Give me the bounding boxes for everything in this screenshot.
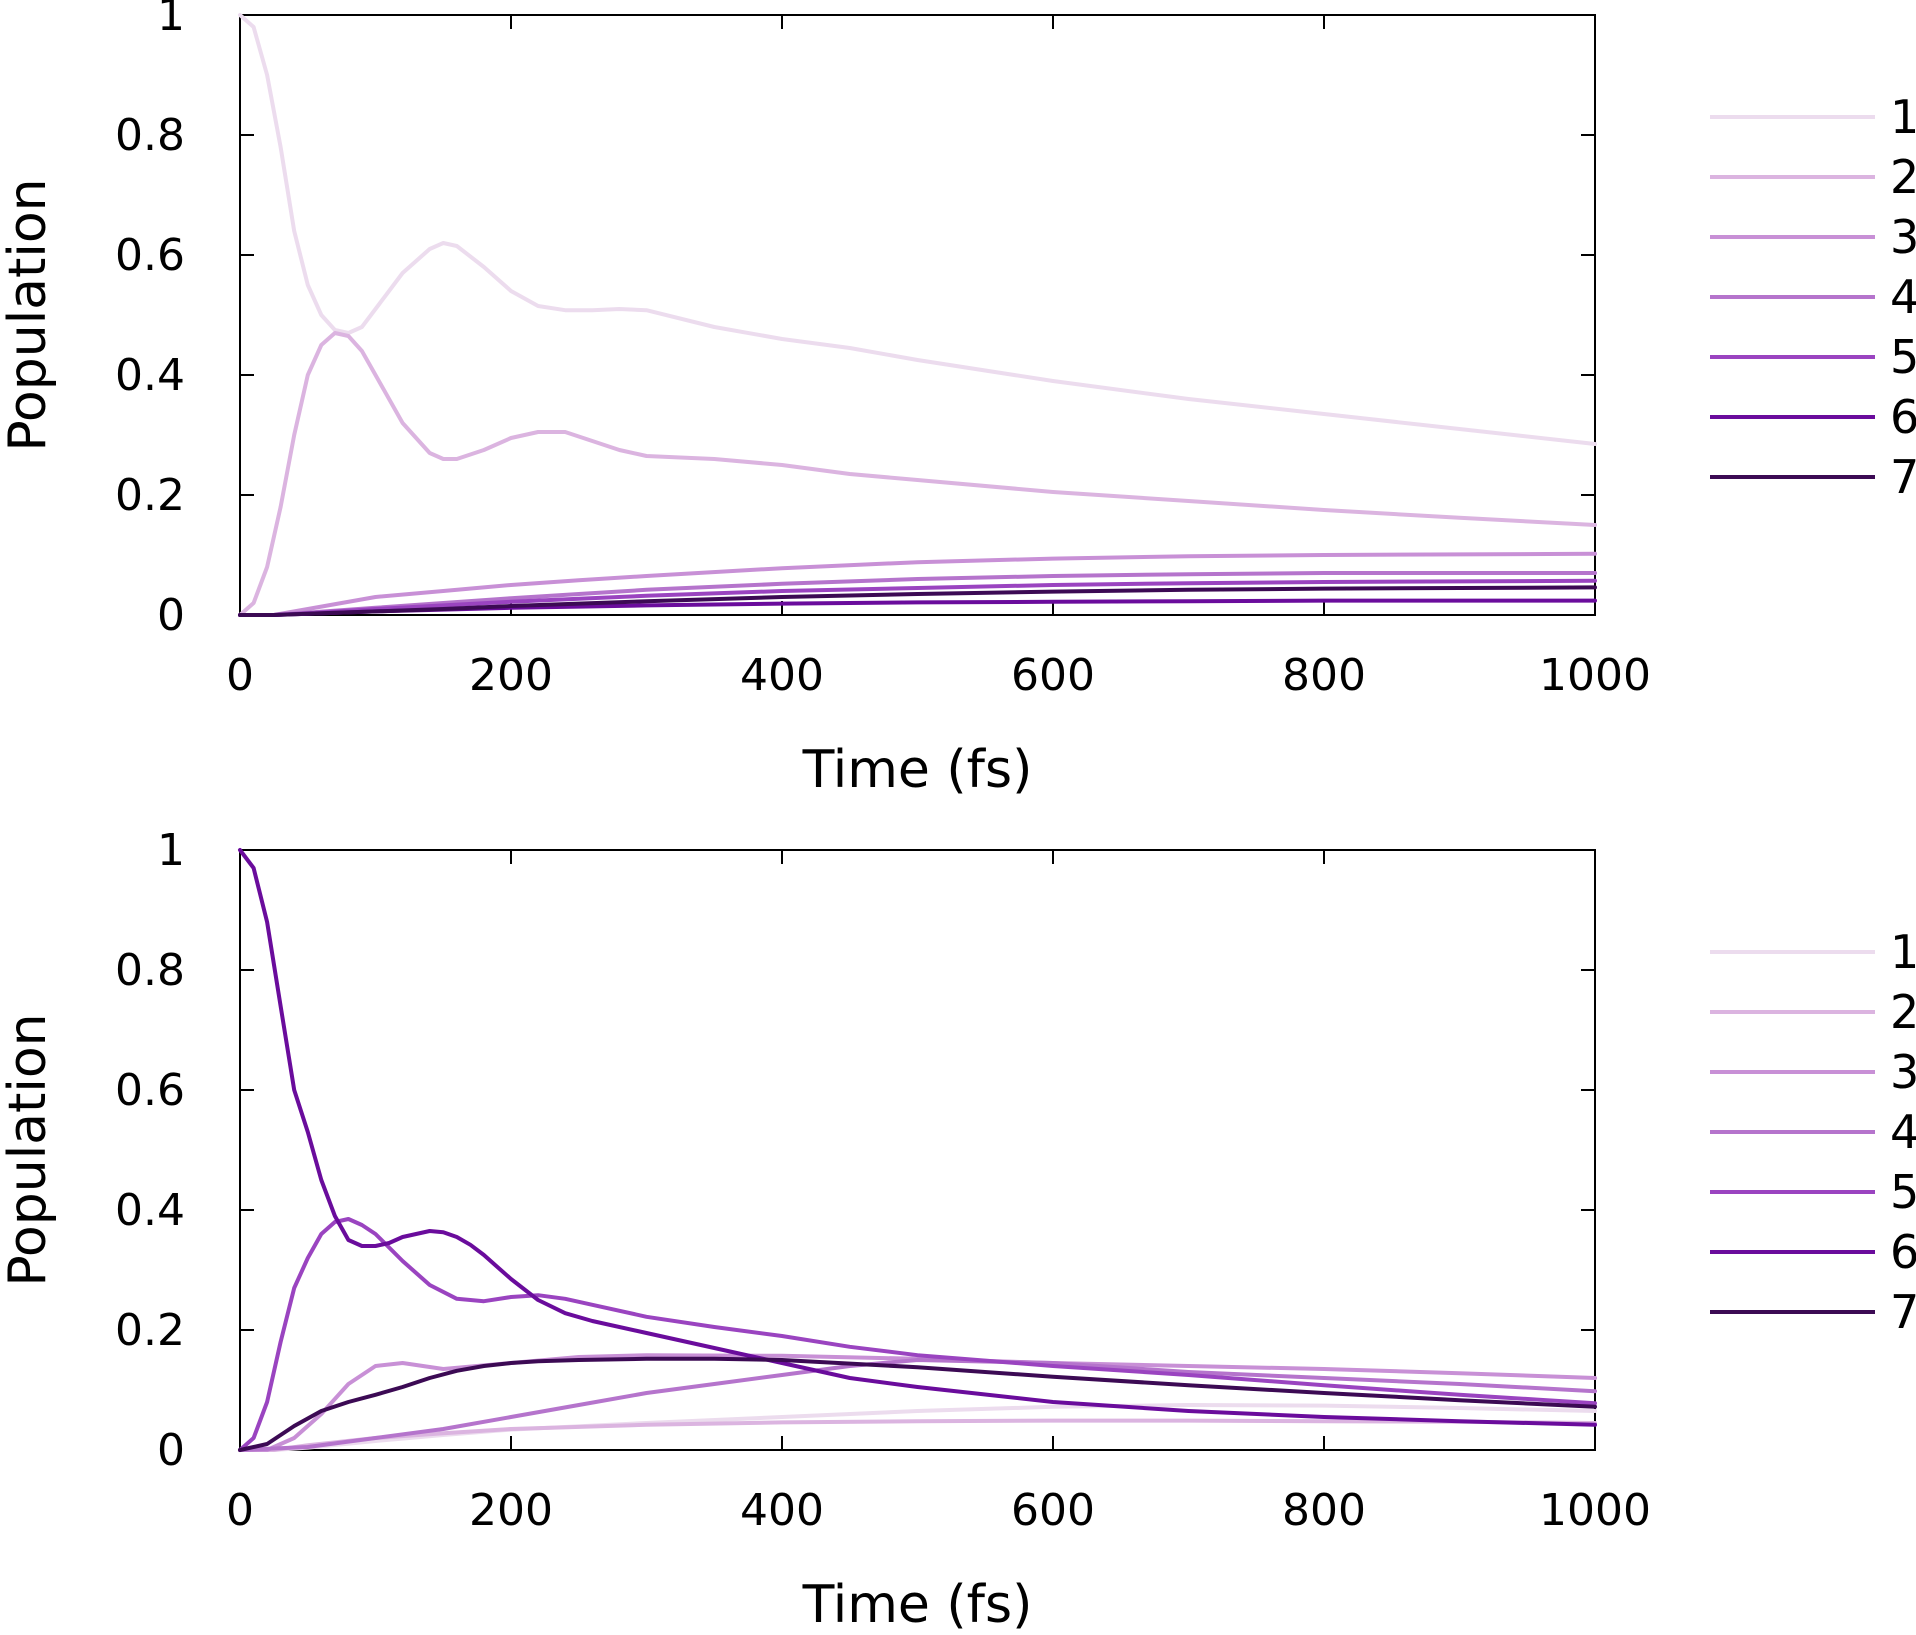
x-tick-label: 800 <box>1282 1485 1366 1536</box>
y-tick-label: 0.2 <box>115 470 185 521</box>
y-axis-label: Population <box>0 178 58 451</box>
chart-panel-2: 0 200 400 600 800 1000 0 0.2 0.4 0.6 0.8 1 Time (fs)… <box>0 825 1916 1635</box>
legend-label-6: 6 <box>1890 390 1916 444</box>
x-axis-label: Time (fs) <box>802 740 1033 800</box>
x-tick-label: 0 <box>226 1485 254 1536</box>
legend-label-2: 2 <box>1890 985 1916 1039</box>
x-tick-label: 1000 <box>1539 650 1651 701</box>
legend-label-3: 3 <box>1890 210 1916 264</box>
chart-panel-1: 0 200 400 600 800 1000 0 0.2 0.4 0.6 0.8 1 Time (fs)… <box>0 0 1916 800</box>
x-tick-label: 400 <box>740 650 824 701</box>
legend-label-3: 3 <box>1890 1045 1916 1099</box>
y-tick-label: 0 <box>157 1425 185 1476</box>
legend: 1 2 3 4 5 6 7 <box>1710 90 1916 504</box>
plot-frame <box>239 849 1596 1451</box>
legend-label-4: 4 <box>1890 1105 1916 1159</box>
series-line-3 <box>238 551 1597 617</box>
x-tick-label: 1000 <box>1539 1485 1651 1536</box>
series-line-1 <box>238 13 1597 446</box>
series-line-4 <box>238 1358 1597 1452</box>
y-axis-label: Population <box>0 1013 58 1286</box>
y-tick-label: 0.2 <box>115 1305 185 1356</box>
x-tick-label: 800 <box>1282 650 1366 701</box>
legend-label-5: 5 <box>1890 330 1916 384</box>
legend-label-7: 7 <box>1890 450 1916 504</box>
y-tick-label: 1 <box>157 825 185 876</box>
x-tick-label: 0 <box>226 650 254 701</box>
y-tick-label: 0 <box>157 590 185 641</box>
x-tick-label: 200 <box>469 650 553 701</box>
y-tick-label: 0.6 <box>115 1065 185 1116</box>
y-tick-label: 0.8 <box>115 110 185 161</box>
x-tick-label: 200 <box>469 1485 553 1536</box>
legend-label-2: 2 <box>1890 150 1916 204</box>
legend-label-7: 7 <box>1890 1285 1916 1339</box>
y-tick-label: 0.8 <box>115 945 185 996</box>
legend-label-1: 1 <box>1890 925 1916 979</box>
plot-frame <box>239 14 1596 616</box>
series-line-6 <box>238 848 1597 1427</box>
legend-label-5: 5 <box>1890 1165 1916 1219</box>
x-tick-label: 400 <box>740 1485 824 1536</box>
series-line-7 <box>238 1356 1597 1452</box>
y-tick-label: 1 <box>157 0 185 41</box>
legend: 1 2 3 4 5 6 7 <box>1710 925 1916 1339</box>
x-tick-label: 600 <box>1011 650 1095 701</box>
y-tick-label: 0.4 <box>115 350 185 401</box>
series-line-5 <box>238 1217 1597 1452</box>
legend-label-6: 6 <box>1890 1225 1916 1279</box>
x-axis-label: Time (fs) <box>802 1575 1033 1635</box>
y-tick-label: 0.4 <box>115 1185 185 1236</box>
series-line-7 <box>238 585 1597 617</box>
series-line-2 <box>238 331 1597 617</box>
legend-label-1: 1 <box>1890 90 1916 144</box>
x-tick-label: 600 <box>1011 1485 1095 1536</box>
legend-label-4: 4 <box>1890 270 1916 324</box>
y-tick-label: 0.6 <box>115 230 185 281</box>
